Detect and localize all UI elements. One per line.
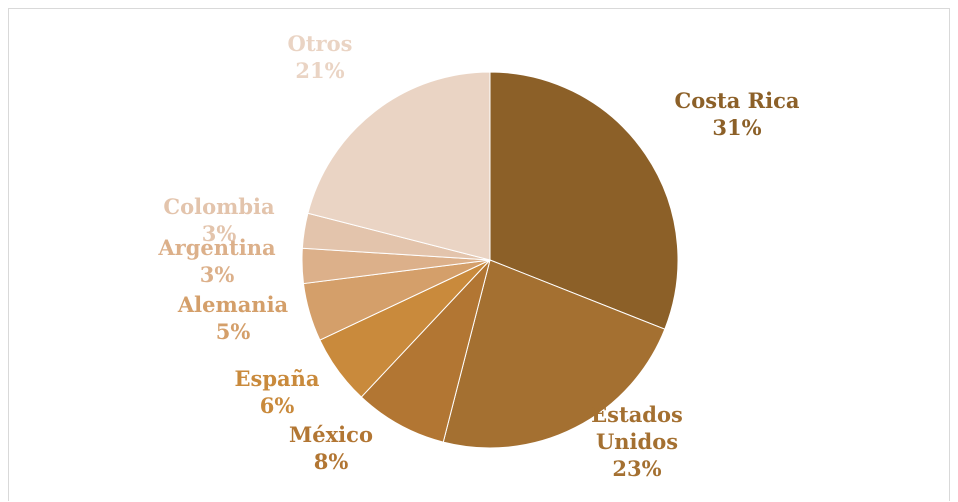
- pie-slice-estados-unidos: [442, 259, 666, 449]
- slice-category-label: Otros: [288, 31, 353, 56]
- slice-category-label: Costa Rica: [675, 88, 800, 113]
- pie-labels: Costa Rica 31%Estados Unidos 23%México 8%Esp…: [157, 31, 799, 481]
- slice-percent-label: 8%: [314, 449, 349, 474]
- slice-percent-label: 21%: [295, 58, 344, 83]
- slice-label-colombia: Colombia 3%: [163, 194, 275, 246]
- pie-slice-otros: [307, 71, 491, 261]
- slice-label-argentina: Argentina 3%: [157, 235, 276, 287]
- slice-category-label: Unidos: [596, 429, 678, 454]
- slice-percent-label: 3%: [202, 221, 237, 246]
- pie-slices: [301, 71, 679, 449]
- slice-label-alemania: Alemania 5%: [177, 292, 289, 344]
- slice-category-label: Estados: [591, 402, 683, 427]
- chart-area: Costa Rica 31% Estados Unidos 23% México 8% Esp…: [8, 8, 950, 501]
- pie-slice-costa-rica: [489, 71, 679, 330]
- slice-category-label: Argentina: [157, 235, 276, 260]
- slice-category-label: Colombia: [163, 194, 275, 219]
- slice-percent-label: 3%: [200, 262, 235, 287]
- slice-label-otros: Otros 21%: [288, 31, 353, 83]
- slice-percent-label: 31%: [712, 115, 761, 140]
- slice-label-costa-rica: Costa Rica 31%: [675, 88, 800, 140]
- slice-label-espana: España 6%: [235, 366, 320, 418]
- slice-percent-label: 5%: [216, 319, 251, 344]
- slice-category-label: España: [235, 366, 320, 391]
- slice-label-mexico: México 8%: [289, 422, 373, 474]
- pie-slice-mexico: [360, 259, 491, 443]
- slice-category-label: México: [289, 422, 373, 447]
- pie-chart: Costa Rica 31%Estados Unidos 23%México 8%Esp…: [157, 31, 799, 481]
- slice-label-estados-unidos: Estados Unidos 23%: [591, 402, 683, 481]
- slice-category-label: Alemania: [177, 292, 289, 317]
- slice-percent-label: 23%: [612, 456, 661, 481]
- slice-percent-label: 6%: [260, 393, 295, 418]
